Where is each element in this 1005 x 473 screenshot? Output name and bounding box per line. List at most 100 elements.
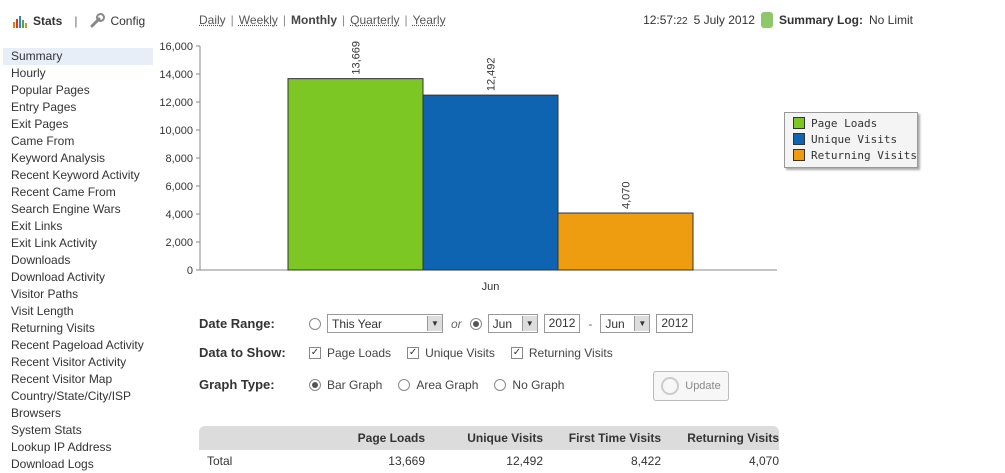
graph-option-bar-graph[interactable]: Bar Graph [309,378,382,392]
sidebar-item-popular-pages[interactable]: Popular Pages [11,83,90,97]
range-custom-radio[interactable] [469,317,482,330]
date-range-label: Date Range: [199,316,275,331]
chevron-down-icon: ▼ [634,316,650,331]
sidebar-item-exit-pages[interactable]: Exit Pages [11,117,69,131]
sidebar-item-exit-links[interactable]: Exit Links [11,219,63,233]
legend-swatch [793,133,805,145]
legend-item: Returning Visits [785,147,917,163]
option-label: Returning Visits [528,345,613,360]
sidebar-item-visit-length[interactable]: Visit Length [11,304,74,318]
table-cell: 8,422 [630,454,661,468]
bar-page-loads [287,78,424,271]
legend-item: Unique Visits [785,131,917,147]
period-daily[interactable]: Daily [199,13,226,27]
stats-label: Stats [33,14,63,28]
sidebar-item-download-activity[interactable]: Download Activity [11,270,106,284]
sidebar-item-system-stats[interactable]: System Stats [11,423,82,437]
graph-option-no-graph[interactable]: No Graph [494,378,564,392]
period-separator: | [230,13,234,27]
chevron-down-icon: ▼ [427,316,442,331]
from-year-input[interactable]: 2012 [543,314,581,333]
data-show-label: Data to Show: [199,345,286,360]
bar-unique-visits [422,94,559,271]
update-button[interactable]: Update [653,371,729,401]
to-month-select[interactable]: Jun ▼ [600,314,651,333]
table-cell: Total [207,454,233,468]
chart-legend: Page Loads Unique Visits Returning Visits [784,112,918,168]
graph-option-area-graph[interactable]: Area Graph [398,378,478,392]
option-label: No Graph [512,377,565,392]
checkbox-checked-icon[interactable]: ✓ [510,346,523,359]
sidebar-item-search-engine-wars[interactable]: Search Engine Wars [11,202,121,216]
sidebar-item-returning-visits[interactable]: Returning Visits [11,321,95,335]
date: 5 July 2012 [693,13,755,27]
config-label: Config [110,14,146,28]
column-header: Page Loads [357,431,425,445]
radio-button[interactable] [309,378,321,391]
option-label: Bar Graph [327,377,383,392]
sidebar-item-recent-keyword-activity[interactable]: Recent Keyword Activity [11,168,140,182]
period-separator: | [404,13,408,27]
range-dash: - [588,316,593,331]
sidebar-item-recent-pageload-activity[interactable]: Recent Pageload Activity [11,338,144,352]
stats-link[interactable]: Stats [12,14,62,28]
y-tick-label: 12,000 [159,97,193,109]
period-separator: | [342,13,346,27]
sidebar-item-recent-came-from[interactable]: Recent Came From [11,185,116,199]
sidebar-item-lookup-ip-address[interactable]: Lookup IP Address [11,440,112,454]
sidebar-item-entry-pages[interactable]: Entry Pages [11,100,77,114]
sidebar-item-downloads[interactable]: Downloads [11,253,71,267]
option-label: Page Loads [327,345,392,360]
table-cell: 4,070 [748,454,779,468]
sidebar-item-exit-link-activity[interactable]: Exit Link Activity [11,236,98,250]
table-cell: 13,669 [388,454,425,468]
sidebar-item-came-from[interactable]: Came From [11,134,75,148]
y-tick-label: 2,000 [165,237,193,249]
checkbox-checked-icon[interactable]: ✓ [407,346,420,359]
date-range-row: Date Range: This Year ▼ or Jun ▼ 2012 - … [199,314,694,333]
legend-item: Page Loads [785,115,917,131]
clock: 12:57:22 [643,13,688,27]
sidebar-item-recent-visitor-map[interactable]: Recent Visitor Map [11,372,113,386]
chevron-down-icon: ▼ [521,316,537,331]
sidebar-item-country-state-city-isp[interactable]: Country/State/City/ISP [11,389,132,403]
from-month-select[interactable]: Jun ▼ [487,314,538,333]
sidebar-item-hourly[interactable]: Hourly [11,66,46,80]
summary-table: Page Loads Unique Visits First Time Visits… [199,426,779,472]
option-label: Unique Visits [425,345,495,360]
data-show-row: Data to Show: ✓ Page Loads ✓ Unique Visits ✓… [199,345,629,360]
sidebar-item-visitor-paths[interactable]: Visitor Paths [11,287,79,301]
y-tick-label: 6,000 [165,181,193,193]
column-header: Unique Visits [467,431,543,445]
y-tick-label: 14,000 [159,69,193,81]
to-year-input[interactable]: 2012 [656,314,694,333]
legend-label: Returning Visits [811,148,917,162]
summary-chart: 0 2,000 4,000 6,000 8,000 10,000 12,000 14,000 1… [159,41,777,293]
graph-type-row: Graph Type: Bar Graph Area Graph No Graph [199,377,580,392]
range-preset-select[interactable]: This Year ▼ [327,314,443,333]
bar-chart-icon [13,16,27,28]
refresh-icon [661,377,680,395]
checkbox-checked-icon[interactable]: ✓ [309,346,321,359]
sidebar-item-keyword-analysis[interactable]: Keyword Analysis [11,151,106,165]
radio-button[interactable] [494,378,507,391]
data-option-returning-visits[interactable]: ✓ Returning Visits [510,345,613,360]
legend-label: Page Loads [811,116,878,130]
period-yearly[interactable]: Yearly [412,13,446,27]
sidebar-item-summary[interactable]: Summary [3,48,153,65]
radio-button[interactable] [398,378,411,391]
sidebar-item-recent-visitor-activity[interactable]: Recent Visitor Activity [11,355,127,369]
nav-separator: | [74,14,78,28]
period-weekly[interactable]: Weekly [238,13,278,27]
column-header: First Time Visits [568,431,661,445]
data-option-page-loads[interactable]: ✓ Page Loads [309,346,391,360]
period-quarterly[interactable]: Quarterly [350,13,400,27]
period-monthly[interactable]: Monthly [291,13,338,27]
data-option-unique-visits[interactable]: ✓ Unique Visits [407,346,495,360]
sidebar-item-download-logs[interactable]: Download Logs [11,457,94,471]
y-tick-label: 0 [187,265,193,277]
x-tick-label: Jun [482,281,500,293]
range-preset-radio[interactable] [309,317,321,330]
config-link[interactable]: Config [89,13,145,29]
sidebar-item-browsers[interactable]: Browsers [11,406,62,420]
